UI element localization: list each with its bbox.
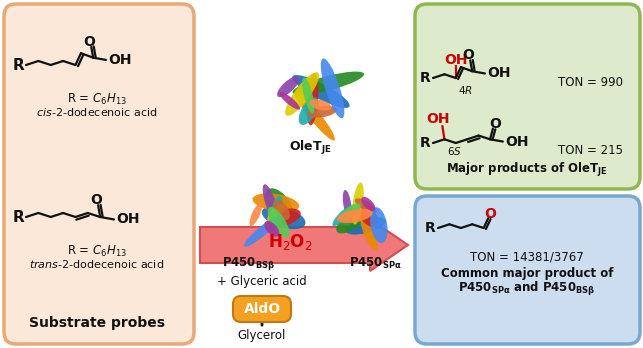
FancyBboxPatch shape: [4, 4, 194, 344]
Text: R = $\mathit{C_6H_{13}}$: R = $\mathit{C_6H_{13}}$: [67, 92, 127, 106]
Ellipse shape: [277, 77, 299, 97]
Ellipse shape: [306, 73, 318, 125]
Ellipse shape: [292, 75, 350, 108]
Text: O: O: [90, 193, 102, 207]
Ellipse shape: [295, 92, 335, 141]
Text: $\mathit{cis}$-2-dodecenoic acid: $\mathit{cis}$-2-dodecenoic acid: [36, 106, 158, 118]
Text: R: R: [420, 136, 430, 150]
Ellipse shape: [352, 182, 364, 224]
FancyBboxPatch shape: [233, 296, 291, 322]
Ellipse shape: [273, 200, 290, 220]
Ellipse shape: [267, 204, 285, 223]
Text: Substrate probes: Substrate probes: [29, 316, 165, 330]
Ellipse shape: [307, 106, 337, 118]
Text: OH: OH: [505, 135, 529, 149]
Text: $\mathit{6S}$: $\mathit{6S}$: [448, 145, 462, 157]
Text: OH: OH: [487, 66, 511, 80]
Ellipse shape: [299, 98, 319, 125]
Ellipse shape: [253, 193, 299, 212]
Ellipse shape: [280, 92, 300, 110]
Text: H$_2$O$_2$: H$_2$O$_2$: [267, 232, 312, 252]
Ellipse shape: [293, 72, 364, 95]
Text: TON = 14381/3767: TON = 14381/3767: [470, 251, 584, 263]
Text: $\mathit{trans}$-2-dodecenoic acid: $\mathit{trans}$-2-dodecenoic acid: [30, 258, 165, 270]
Text: R = $\mathit{C_6H_{13}}$: R = $\mathit{C_6H_{13}}$: [67, 244, 127, 259]
Ellipse shape: [358, 204, 379, 227]
Text: O: O: [462, 48, 474, 62]
Text: OleT$_{\mathregular{JE}}$: OleT$_{\mathregular{JE}}$: [289, 139, 331, 157]
FancyArrow shape: [200, 219, 408, 271]
Text: TON = 215: TON = 215: [557, 143, 622, 157]
Text: OH: OH: [444, 53, 467, 67]
Text: R: R: [12, 209, 24, 224]
Text: R: R: [424, 221, 435, 235]
Ellipse shape: [285, 72, 319, 116]
Text: O: O: [84, 35, 95, 49]
Ellipse shape: [302, 78, 314, 113]
Text: OH: OH: [427, 112, 450, 126]
Text: O: O: [484, 207, 496, 221]
Ellipse shape: [249, 203, 262, 226]
Text: P450$_{\mathregular{SP\alpha}}$: P450$_{\mathregular{SP\alpha}}$: [349, 255, 401, 270]
Ellipse shape: [263, 184, 278, 222]
Text: O: O: [489, 117, 501, 130]
Ellipse shape: [267, 207, 289, 238]
Ellipse shape: [310, 99, 332, 110]
Ellipse shape: [355, 198, 377, 213]
Ellipse shape: [341, 203, 361, 221]
Ellipse shape: [262, 206, 305, 229]
Text: + Glyceric acid: + Glyceric acid: [217, 275, 307, 287]
Ellipse shape: [266, 188, 293, 219]
Ellipse shape: [370, 207, 388, 243]
Ellipse shape: [336, 205, 370, 234]
Ellipse shape: [361, 197, 376, 211]
Ellipse shape: [337, 209, 372, 223]
Ellipse shape: [345, 217, 386, 235]
Text: Glycerol: Glycerol: [238, 330, 286, 342]
Ellipse shape: [359, 206, 377, 251]
Text: TON = 990: TON = 990: [557, 76, 622, 88]
Text: R: R: [420, 71, 430, 85]
Text: Common major product of: Common major product of: [440, 267, 613, 279]
Text: OH: OH: [116, 212, 140, 227]
Ellipse shape: [269, 196, 283, 234]
Ellipse shape: [267, 208, 301, 227]
Ellipse shape: [244, 215, 280, 247]
Text: P450$_{\mathregular{BS\beta}}$: P450$_{\mathregular{BS\beta}}$: [222, 254, 276, 271]
Text: $\mathit{4R}$: $\mathit{4R}$: [458, 84, 473, 96]
FancyBboxPatch shape: [415, 196, 640, 344]
Text: Major products of OleT$_{\mathregular{JE}}$: Major products of OleT$_{\mathregular{JE…: [446, 161, 608, 179]
Ellipse shape: [321, 58, 345, 118]
Text: R: R: [12, 57, 24, 72]
Ellipse shape: [332, 206, 353, 226]
Text: P450$_{\mathregular{SP\alpha}}$ and P450$_{\mathregular{BS\beta}}$: P450$_{\mathregular{SP\alpha}}$ and P450…: [458, 280, 595, 298]
Ellipse shape: [264, 221, 280, 237]
Text: OH: OH: [108, 53, 132, 67]
Ellipse shape: [343, 190, 352, 218]
Text: AldO: AldO: [244, 302, 280, 316]
FancyBboxPatch shape: [415, 4, 640, 189]
